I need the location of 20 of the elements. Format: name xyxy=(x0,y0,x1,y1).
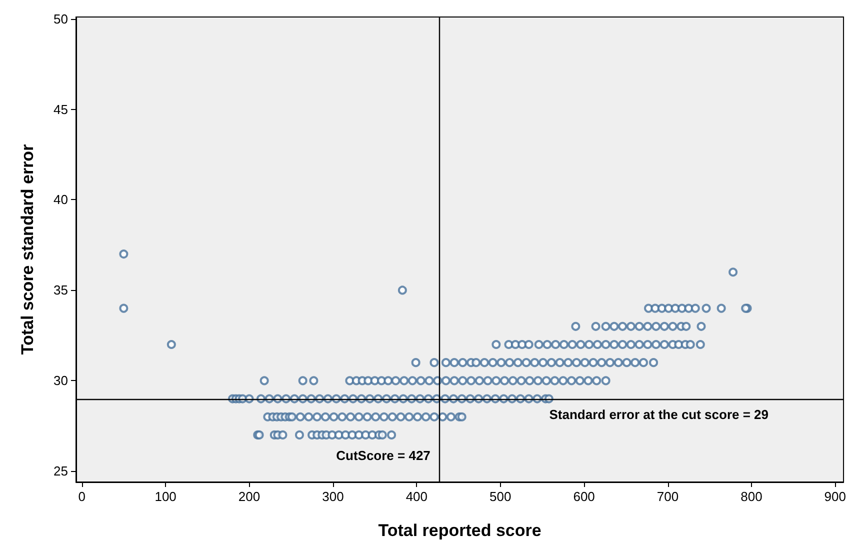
x-tick-label: 700 xyxy=(656,489,679,504)
x-tick-label: 0 xyxy=(78,489,86,504)
x-tick-label: 500 xyxy=(490,489,512,504)
x-tick-label: 600 xyxy=(573,489,595,504)
y-tick-label: 50 xyxy=(54,11,68,26)
y-tick-label: 25 xyxy=(54,464,68,479)
y-tick-label: 30 xyxy=(54,373,68,388)
y-tick-label: 35 xyxy=(54,282,68,298)
y-tick-label: 40 xyxy=(54,192,68,208)
ref-line-label: CutScore = 427 xyxy=(336,448,430,463)
x-tick-label: 800 xyxy=(740,489,762,504)
ref-line-label: Standard error at the cut score = 29 xyxy=(549,406,769,422)
x-axis-title: Total reported score xyxy=(378,521,542,540)
y-axis-title: Total score standard error xyxy=(18,144,37,355)
x-tick-label: 300 xyxy=(322,489,344,504)
x-tick-label: 200 xyxy=(238,489,260,504)
x-tick-label: 100 xyxy=(154,489,176,504)
x-tick-label: 400 xyxy=(406,489,428,504)
y-tick-label: 45 xyxy=(54,102,68,117)
x-tick-label: 900 xyxy=(824,489,846,504)
